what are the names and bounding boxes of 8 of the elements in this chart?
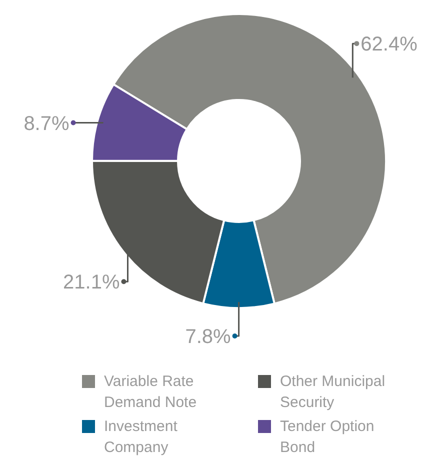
legend-label: Investment Company [104,418,178,456]
legend-label: Tender Option Bond [280,418,374,456]
data-label: 8.7% [24,112,70,135]
data-label: 7.8% [185,326,232,348]
data-label: 62.4% [360,34,418,56]
legend-label: Variable Rate Demand Note [104,373,197,411]
legend-label: Other Municipal Security [280,373,386,411]
data-label: 21.1% [63,272,120,294]
